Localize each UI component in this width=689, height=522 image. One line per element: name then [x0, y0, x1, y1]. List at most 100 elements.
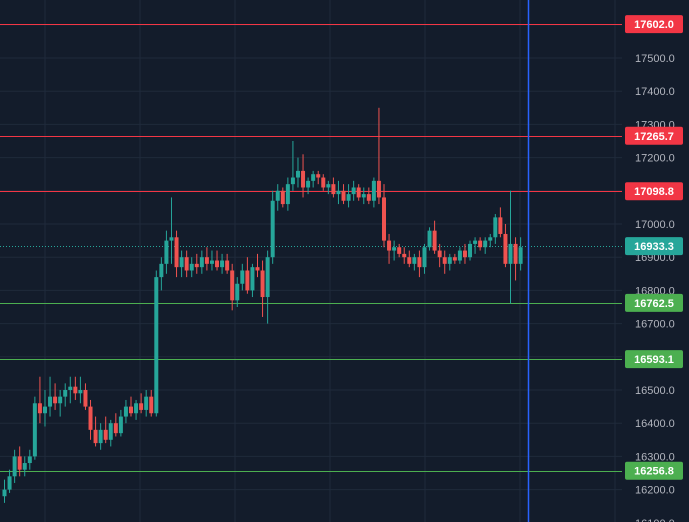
candle-body	[483, 240, 488, 248]
candle	[144, 390, 149, 417]
candle	[260, 260, 265, 317]
candle	[27, 449, 32, 470]
candle	[422, 243, 427, 274]
candle	[245, 257, 250, 294]
candle	[285, 177, 290, 211]
candle	[164, 230, 169, 274]
candle-body	[442, 257, 447, 264]
candle-body	[397, 247, 402, 254]
support-price-tag	[625, 350, 683, 369]
candle-body	[412, 257, 417, 264]
price-axis[interactable]: 16100.0 16200.0 16300.0 16400.0 16500.0 16700…	[635, 53, 675, 522]
candle	[392, 240, 397, 261]
resistance-price-label: 17265.7	[634, 131, 674, 143]
candle	[108, 419, 113, 447]
candle-body	[63, 390, 68, 397]
candle-body	[113, 423, 118, 434]
candle-body	[280, 190, 285, 205]
candle-body	[452, 257, 457, 261]
price-tick-label: 16900.0	[635, 252, 675, 264]
candle-body	[235, 283, 240, 301]
candle	[311, 170, 316, 188]
candle-body	[306, 180, 311, 188]
candle-body	[209, 260, 214, 264]
resistance-price-tag	[625, 126, 683, 145]
current-price-label: 16933.3	[634, 241, 674, 253]
support-price-label: 16593.1	[634, 354, 674, 366]
candle	[199, 250, 204, 274]
candle-body	[382, 197, 386, 241]
candle-body	[37, 403, 42, 414]
candle-body	[159, 263, 164, 278]
candle-body	[139, 403, 144, 410]
candle	[361, 187, 366, 205]
candle	[12, 449, 17, 483]
candle-body	[341, 190, 346, 201]
resistance-price-tag	[625, 182, 683, 201]
candle	[432, 220, 437, 254]
candle-body	[275, 190, 280, 201]
candle	[498, 207, 503, 238]
candle-body	[32, 403, 37, 457]
candle-body	[88, 406, 93, 430]
candle	[78, 376, 83, 404]
candle-body	[12, 456, 17, 477]
candle	[397, 243, 402, 258]
grid	[0, 0, 622, 522]
candle	[53, 383, 58, 410]
candle-body	[58, 396, 63, 404]
candle	[326, 180, 331, 195]
candle	[48, 376, 53, 417]
candle	[275, 184, 280, 211]
candle-body	[103, 429, 108, 440]
candle	[225, 253, 230, 274]
candle	[103, 416, 108, 444]
candle	[194, 253, 199, 274]
candle-body	[144, 396, 149, 410]
candle-body	[316, 174, 321, 178]
candle	[17, 446, 22, 477]
candle	[154, 270, 159, 417]
candle	[503, 224, 508, 268]
candle	[42, 390, 47, 427]
price-tick-label: 17500.0	[635, 53, 675, 65]
candle	[447, 253, 452, 271]
candle-body	[478, 240, 483, 248]
price-labels: 17602.0 17265.7 17098.8 16762.5 16593.1 16256…	[625, 15, 683, 480]
current-price-tag	[625, 237, 683, 256]
candles	[2, 107, 523, 503]
candle-body	[174, 237, 179, 268]
candle	[382, 184, 386, 248]
price-tick-label: 16300.0	[635, 451, 675, 463]
candle	[93, 416, 98, 447]
candle	[452, 253, 457, 264]
support-price-tag	[625, 293, 683, 312]
candle-body	[194, 263, 199, 268]
candle-body	[260, 270, 265, 298]
candle-body	[98, 429, 103, 444]
candle-body	[83, 390, 88, 407]
candle	[295, 157, 300, 188]
candle-body	[331, 184, 336, 195]
candle-body	[189, 263, 194, 271]
candle-body	[179, 257, 184, 268]
candle-body	[346, 194, 351, 201]
candle-body	[366, 194, 371, 201]
resistance-price-tag	[625, 15, 683, 34]
candle	[220, 253, 225, 274]
candle-body	[68, 386, 73, 390]
candle	[301, 154, 306, 198]
candle	[83, 383, 88, 410]
candle	[316, 170, 321, 185]
candle-body	[129, 406, 133, 414]
candle-body	[27, 456, 32, 464]
candle-body	[457, 250, 462, 261]
candle-body	[473, 240, 478, 244]
price-tick-label: 17400.0	[635, 86, 675, 98]
candle	[250, 263, 255, 298]
candle	[483, 237, 488, 254]
candle-body	[301, 170, 306, 188]
candle	[336, 180, 341, 205]
candle	[442, 250, 447, 274]
candle	[306, 177, 311, 195]
